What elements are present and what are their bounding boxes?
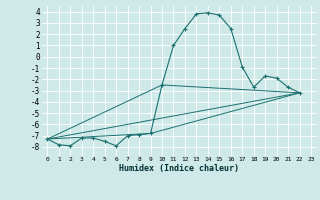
- X-axis label: Humidex (Indice chaleur): Humidex (Indice chaleur): [119, 164, 239, 173]
